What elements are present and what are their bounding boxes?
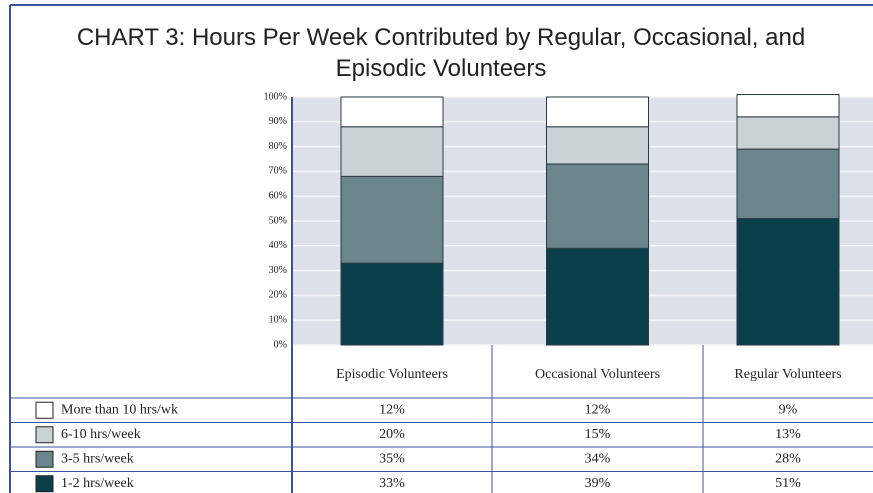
bar-segment (736, 218, 840, 346)
y-tick-label: 20% (269, 290, 287, 301)
y-tick-label: 0% (274, 339, 287, 350)
legend-swatch (35, 450, 54, 468)
bar-segment (546, 96, 649, 128)
bar-segment (340, 175, 444, 264)
y-tick-label: 70% (269, 166, 287, 177)
legend-label: 6-10 hrs/week (61, 427, 141, 442)
legend-label: More than 10 hrs/wk (61, 402, 178, 417)
legend-swatch (35, 475, 54, 493)
table-value: 33% (379, 476, 405, 491)
chart-title: CHART 3: Hours Per Week Contributed by R… (76, 24, 806, 82)
table-value: 51% (775, 476, 801, 491)
table-value: 15% (585, 427, 611, 442)
table-value: 12% (379, 402, 405, 417)
table-value: 13% (775, 427, 801, 442)
table-value: 39% (585, 476, 611, 491)
y-tick-label: 10% (269, 314, 287, 325)
bar-segment (736, 116, 840, 150)
legend-swatch (35, 401, 54, 419)
bar-segment (340, 96, 444, 128)
bar-segment (546, 126, 649, 165)
column-header: Episodic Volunteers (336, 367, 448, 382)
table-value: 20% (379, 427, 405, 442)
legend-label: 3-5 hrs/week (61, 451, 134, 466)
bar-segment (340, 262, 444, 346)
table-value: 9% (779, 402, 798, 417)
column-header: Regular Volunteers (734, 367, 841, 382)
y-tick-label: 90% (269, 116, 287, 127)
bar-segment (340, 126, 444, 177)
y-tick-label: 60% (269, 190, 287, 201)
y-tick-label: 100% (264, 91, 287, 102)
legend-label: 1-2 hrs/week (61, 476, 134, 491)
bar-segment (736, 148, 840, 220)
column-header: Occasional Volunteers (535, 367, 660, 382)
bar-segment (546, 163, 649, 249)
table-value: 28% (775, 451, 801, 466)
y-tick-label: 80% (269, 141, 287, 152)
y-tick-label: 30% (269, 265, 287, 276)
bar-segment (736, 94, 840, 118)
y-tick-label: 40% (269, 240, 287, 251)
table-value: 34% (585, 451, 611, 466)
table-value: 12% (585, 402, 611, 417)
legend-swatch (35, 426, 54, 444)
bar-segment (546, 247, 649, 346)
y-tick-label: 50% (269, 215, 287, 226)
table-value: 35% (379, 451, 405, 466)
